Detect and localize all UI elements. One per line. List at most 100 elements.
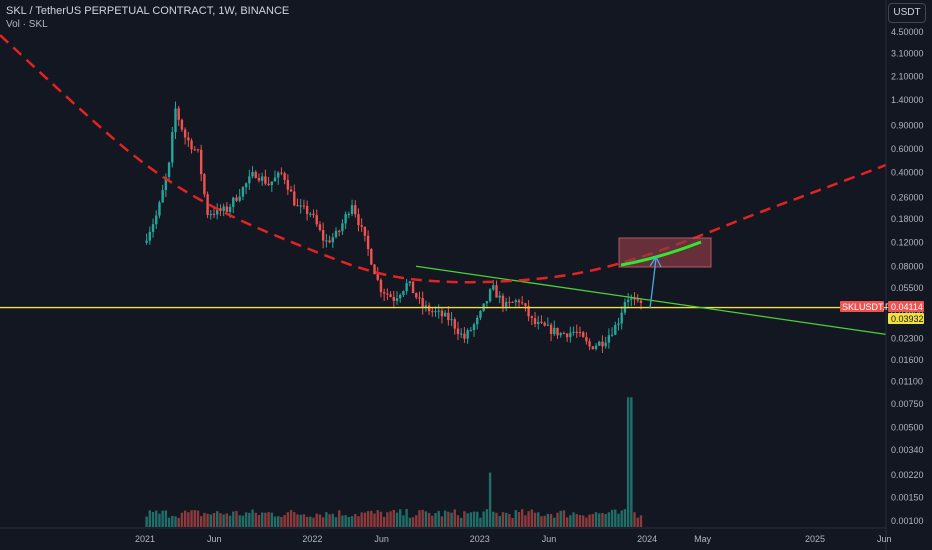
candle-body bbox=[305, 206, 309, 214]
candle-body bbox=[225, 206, 229, 212]
volume-bar bbox=[235, 510, 238, 527]
volume-bar bbox=[277, 516, 280, 527]
time-tick-label: Jun bbox=[374, 534, 389, 544]
volume-bar bbox=[601, 512, 604, 527]
candle-body bbox=[260, 176, 264, 181]
volume-bar bbox=[321, 517, 325, 527]
volume-bar bbox=[562, 510, 566, 527]
volume-bar bbox=[594, 512, 598, 527]
volume-bar bbox=[158, 513, 161, 527]
candle-body bbox=[174, 108, 177, 133]
volume-indicator-label[interactable]: Vol · SKL bbox=[6, 19, 48, 30]
volume-bar bbox=[598, 513, 601, 527]
candle-body bbox=[212, 214, 216, 216]
candle-body bbox=[614, 324, 617, 335]
candle-body bbox=[321, 230, 325, 241]
volume-bar bbox=[357, 516, 360, 527]
volume-bar bbox=[585, 517, 588, 527]
projection-curve[interactable] bbox=[620, 240, 702, 267]
volume-bar bbox=[338, 510, 341, 527]
candle-body bbox=[453, 319, 456, 329]
time-tick-label: Jun bbox=[877, 534, 892, 544]
time-axis[interactable]: 2021 Jun 2022 Jun 2023 Jun 2024 May 2025 Jun bbox=[135, 534, 892, 544]
candle-body bbox=[386, 293, 389, 295]
candle-body bbox=[411, 281, 415, 294]
volume-bar bbox=[533, 512, 537, 527]
candle-body bbox=[338, 230, 341, 232]
volume-bar bbox=[514, 510, 517, 527]
candle-body bbox=[257, 178, 261, 181]
time-tick-label: 2023 bbox=[470, 534, 490, 544]
candle-body bbox=[312, 213, 315, 216]
candle-body bbox=[440, 310, 444, 317]
candle-body bbox=[443, 312, 447, 317]
projection-arrow[interactable] bbox=[649, 257, 657, 309]
candle-body bbox=[302, 205, 306, 207]
price-tick-label: 0.60000 bbox=[891, 144, 924, 154]
volume-bar bbox=[280, 516, 283, 527]
volume-bar bbox=[549, 514, 553, 527]
price-tick-label: 2.10000 bbox=[891, 71, 924, 81]
candle-body bbox=[639, 300, 643, 303]
volume-bar bbox=[440, 516, 444, 527]
price-tick-label: 0.01100 bbox=[891, 377, 923, 387]
candle-body bbox=[511, 301, 514, 303]
volume-bar bbox=[553, 517, 556, 527]
volume-bar bbox=[543, 515, 546, 527]
candle-body bbox=[232, 197, 235, 207]
plot-area bbox=[0, 34, 887, 527]
time-tick-label: Jun bbox=[207, 534, 222, 544]
candle-body bbox=[293, 191, 296, 206]
candle-body bbox=[476, 317, 479, 325]
candle-body bbox=[485, 301, 489, 304]
candle-body bbox=[289, 189, 293, 192]
volume-bar bbox=[180, 512, 184, 527]
volume-bar bbox=[267, 512, 270, 527]
candle-body bbox=[315, 215, 318, 225]
volume-bar bbox=[366, 511, 370, 527]
volume-bar bbox=[415, 515, 418, 527]
candle-body bbox=[514, 300, 517, 303]
currency-button[interactable]: USDT bbox=[888, 3, 926, 23]
volume-bar bbox=[395, 512, 399, 527]
volume-bar bbox=[537, 512, 540, 527]
candle-body bbox=[151, 224, 155, 232]
volume-bar bbox=[623, 509, 627, 527]
volume-bar bbox=[148, 510, 152, 527]
candle-body bbox=[399, 294, 402, 299]
candle-body bbox=[389, 294, 392, 297]
price-tick-label: 0.00150 bbox=[891, 492, 924, 502]
volume-bar bbox=[283, 514, 286, 527]
volume-bar bbox=[456, 515, 460, 527]
candle-body bbox=[267, 183, 270, 186]
candle-body bbox=[424, 305, 428, 308]
volume-bar bbox=[264, 512, 267, 527]
volume-bar bbox=[296, 514, 299, 527]
volume-bar bbox=[556, 512, 559, 527]
candle-body bbox=[177, 108, 180, 120]
volume-bar bbox=[177, 517, 180, 527]
volume-bar bbox=[376, 510, 379, 527]
volume-bar bbox=[225, 513, 229, 527]
price-tick-label: 0.00220 bbox=[891, 470, 924, 480]
dashed-parabolic-curve[interactable] bbox=[0, 34, 887, 284]
price-tick-label: 4.50000 bbox=[891, 27, 924, 37]
volume-bar bbox=[437, 510, 440, 527]
volume-bar bbox=[302, 514, 306, 527]
volume-bar bbox=[427, 512, 431, 527]
candle-body bbox=[434, 311, 437, 313]
volume-bar bbox=[386, 512, 389, 527]
price-axis[interactable]: 4.50000 3.10000 2.10000 1.40000 0.90000 0.600… bbox=[891, 27, 924, 526]
volume-bar bbox=[347, 516, 351, 527]
candle-body bbox=[363, 226, 367, 236]
candle-body bbox=[524, 303, 527, 307]
volume-bar bbox=[260, 512, 264, 527]
candle-body bbox=[447, 312, 450, 321]
volume-bar bbox=[341, 515, 344, 527]
candle-body bbox=[354, 205, 357, 215]
candle-body bbox=[264, 176, 267, 184]
volume-bar bbox=[392, 509, 395, 527]
candle-body bbox=[607, 335, 611, 343]
volume-bar bbox=[379, 511, 383, 527]
